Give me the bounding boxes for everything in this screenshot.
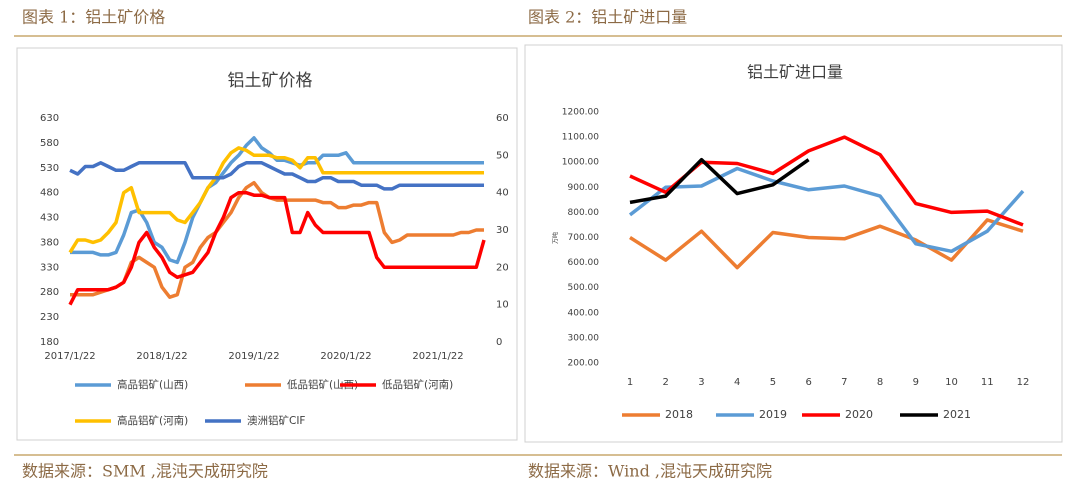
series-line bbox=[68, 190, 486, 306]
y-tick-label: 380 bbox=[40, 237, 59, 248]
y-tick-label: 230 bbox=[40, 312, 59, 323]
y-tick-label: 480 bbox=[40, 188, 59, 199]
y-tick-label: 300.00 bbox=[568, 333, 600, 343]
y-tick-label: 400.00 bbox=[568, 308, 600, 318]
legend-label: 高品铝矿(山西) bbox=[117, 378, 188, 391]
chart-title: 铝土矿进口量 bbox=[747, 63, 843, 82]
legend-label: 低品铝矿(山西) bbox=[287, 378, 358, 391]
x-tick-label: 4 bbox=[734, 377, 740, 388]
x-tick-label: 8 bbox=[877, 377, 883, 388]
series-line bbox=[69, 161, 484, 191]
y-tick-label: 600.00 bbox=[568, 258, 600, 268]
figure-title: 图表 2：铝土矿进口量 bbox=[528, 8, 687, 27]
x-tick-label: 1 bbox=[627, 377, 633, 388]
y-tick-label: 630 bbox=[40, 113, 59, 124]
y-tick-label: 1000.00 bbox=[562, 158, 599, 168]
series-line bbox=[629, 157, 810, 205]
legend-label: 澳洲铝矿CIF bbox=[247, 414, 305, 427]
x-tick-label: 11 bbox=[981, 377, 994, 388]
y-tick-label: 800.00 bbox=[568, 208, 600, 218]
x-tick-label: 2018/1/22 bbox=[136, 351, 187, 362]
y-tick-label: 430 bbox=[40, 213, 59, 224]
y-tick-label: 180 bbox=[40, 337, 59, 348]
x-tick-label: 2019/1/22 bbox=[228, 351, 279, 362]
y2-tick-label: 20 bbox=[496, 262, 509, 273]
x-tick-label: 10 bbox=[945, 377, 958, 388]
y-tick-label: 580 bbox=[40, 138, 59, 149]
legend-label: 2020 bbox=[845, 408, 873, 421]
legend-label: 高品铝矿(河南) bbox=[117, 414, 188, 427]
series-line bbox=[70, 180, 484, 299]
y-tick-label: 1100.00 bbox=[562, 133, 599, 143]
y2-tick-label: 40 bbox=[496, 188, 509, 199]
chart-title: 铝土矿价格 bbox=[228, 71, 313, 91]
legend-label: 2019 bbox=[759, 408, 787, 421]
y2-tick-label: 60 bbox=[496, 113, 509, 124]
chart-frame bbox=[16, 47, 518, 441]
x-tick-label: 2 bbox=[663, 377, 669, 388]
legend-label: 2018 bbox=[665, 408, 693, 421]
x-tick-label: 12 bbox=[1017, 377, 1030, 388]
chart-frame bbox=[524, 44, 1063, 443]
source-note: 数据来源：Wind ,混沌天成研究院 bbox=[528, 462, 772, 481]
x-tick-label: 3 bbox=[698, 377, 704, 388]
x-tick-label: 6 bbox=[805, 377, 811, 388]
figure-title: 图表 1：铝土矿价格 bbox=[22, 8, 165, 27]
y-tick-label: 280 bbox=[40, 287, 59, 298]
y-tick-label: 200.00 bbox=[568, 359, 600, 369]
y2-tick-label: 0 bbox=[496, 337, 502, 348]
legend-label: 2021 bbox=[943, 408, 971, 421]
y-tick-label: 700.00 bbox=[568, 233, 600, 243]
x-tick-label: 2020/1/22 bbox=[320, 351, 371, 362]
y2-tick-label: 50 bbox=[496, 150, 509, 161]
y-tick-label: 330 bbox=[40, 262, 59, 273]
series-line bbox=[68, 146, 484, 254]
x-tick-label: 2017/1/22 bbox=[44, 351, 95, 362]
x-tick-label: 2021/1/22 bbox=[412, 351, 463, 362]
y-tick-label: 1200.00 bbox=[562, 108, 599, 118]
x-tick-label: 9 bbox=[913, 377, 919, 388]
legend-label: 低品铝矿(河南) bbox=[382, 378, 453, 391]
y-tick-label: 900.00 bbox=[568, 183, 600, 193]
x-tick-label: 7 bbox=[841, 377, 847, 388]
series-line bbox=[629, 135, 1024, 227]
source-note: 数据来源：SMM ,混沌天成研究院 bbox=[22, 462, 268, 481]
y-tick-label: 530 bbox=[40, 163, 59, 174]
series-line bbox=[628, 166, 1025, 254]
y-tick-label: 500.00 bbox=[568, 283, 600, 293]
y-axis-label: 万吨 bbox=[552, 232, 560, 244]
series-line bbox=[629, 218, 1024, 270]
y2-tick-label: 10 bbox=[496, 300, 509, 311]
x-tick-label: 5 bbox=[770, 377, 776, 388]
y2-tick-label: 30 bbox=[496, 225, 509, 236]
